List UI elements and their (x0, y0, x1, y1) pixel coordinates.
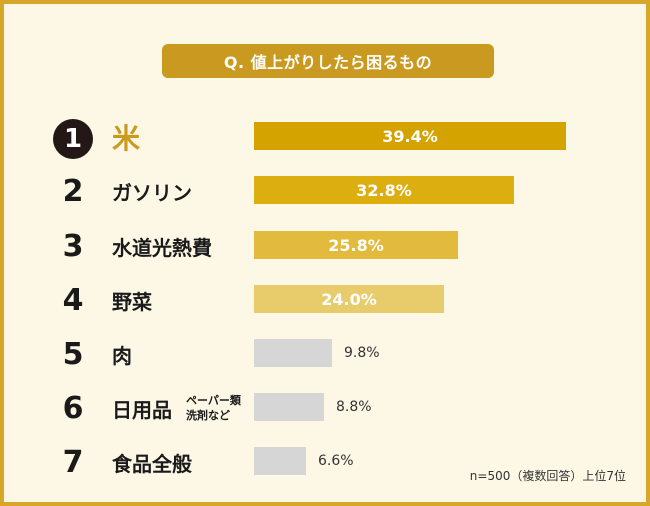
bar (254, 176, 514, 204)
bar-value-label: 8.8% (336, 399, 372, 415)
category-label: 野菜 (112, 289, 152, 314)
rank-number: 1 (53, 119, 93, 159)
category-label: ガソリン (112, 180, 192, 205)
category-label: 肉 (112, 343, 132, 368)
bar (254, 285, 444, 313)
rank-number: 7 (62, 444, 84, 480)
bar (254, 447, 306, 475)
category-label: 水道光熱費 (112, 235, 212, 260)
rank-number: 3 (62, 228, 84, 264)
bar-value-label: 39.4% (382, 126, 438, 146)
bar (254, 393, 324, 421)
category-note: ペーパー類 洗剤など (186, 390, 241, 426)
bar-value-label: 25.8% (328, 235, 384, 255)
bar-value-label: 32.8% (356, 180, 412, 200)
category-note-line: 洗剤など (186, 409, 230, 422)
bar (254, 339, 332, 367)
rank-number: 4 (62, 282, 84, 318)
bar-value-label: 6.6% (318, 453, 354, 469)
rank-number: 6 (62, 390, 84, 426)
category-label: 日用品 (112, 397, 172, 422)
category-note-line: ペーパー類 (186, 394, 241, 407)
bar (254, 231, 458, 259)
bar (254, 122, 566, 150)
question-title: Q. 値上がりしたら困るもの (162, 44, 494, 78)
category-label: 米 (112, 122, 141, 155)
rank-number: 2 (62, 173, 84, 209)
sample-footnote: n=500（複数回答）上位7位 (469, 469, 626, 483)
rank-number: 5 (62, 336, 84, 372)
bar-value-label: 24.0% (321, 289, 377, 309)
bar-value-label: 9.8% (344, 345, 380, 361)
category-label: 食品全般 (112, 451, 192, 476)
